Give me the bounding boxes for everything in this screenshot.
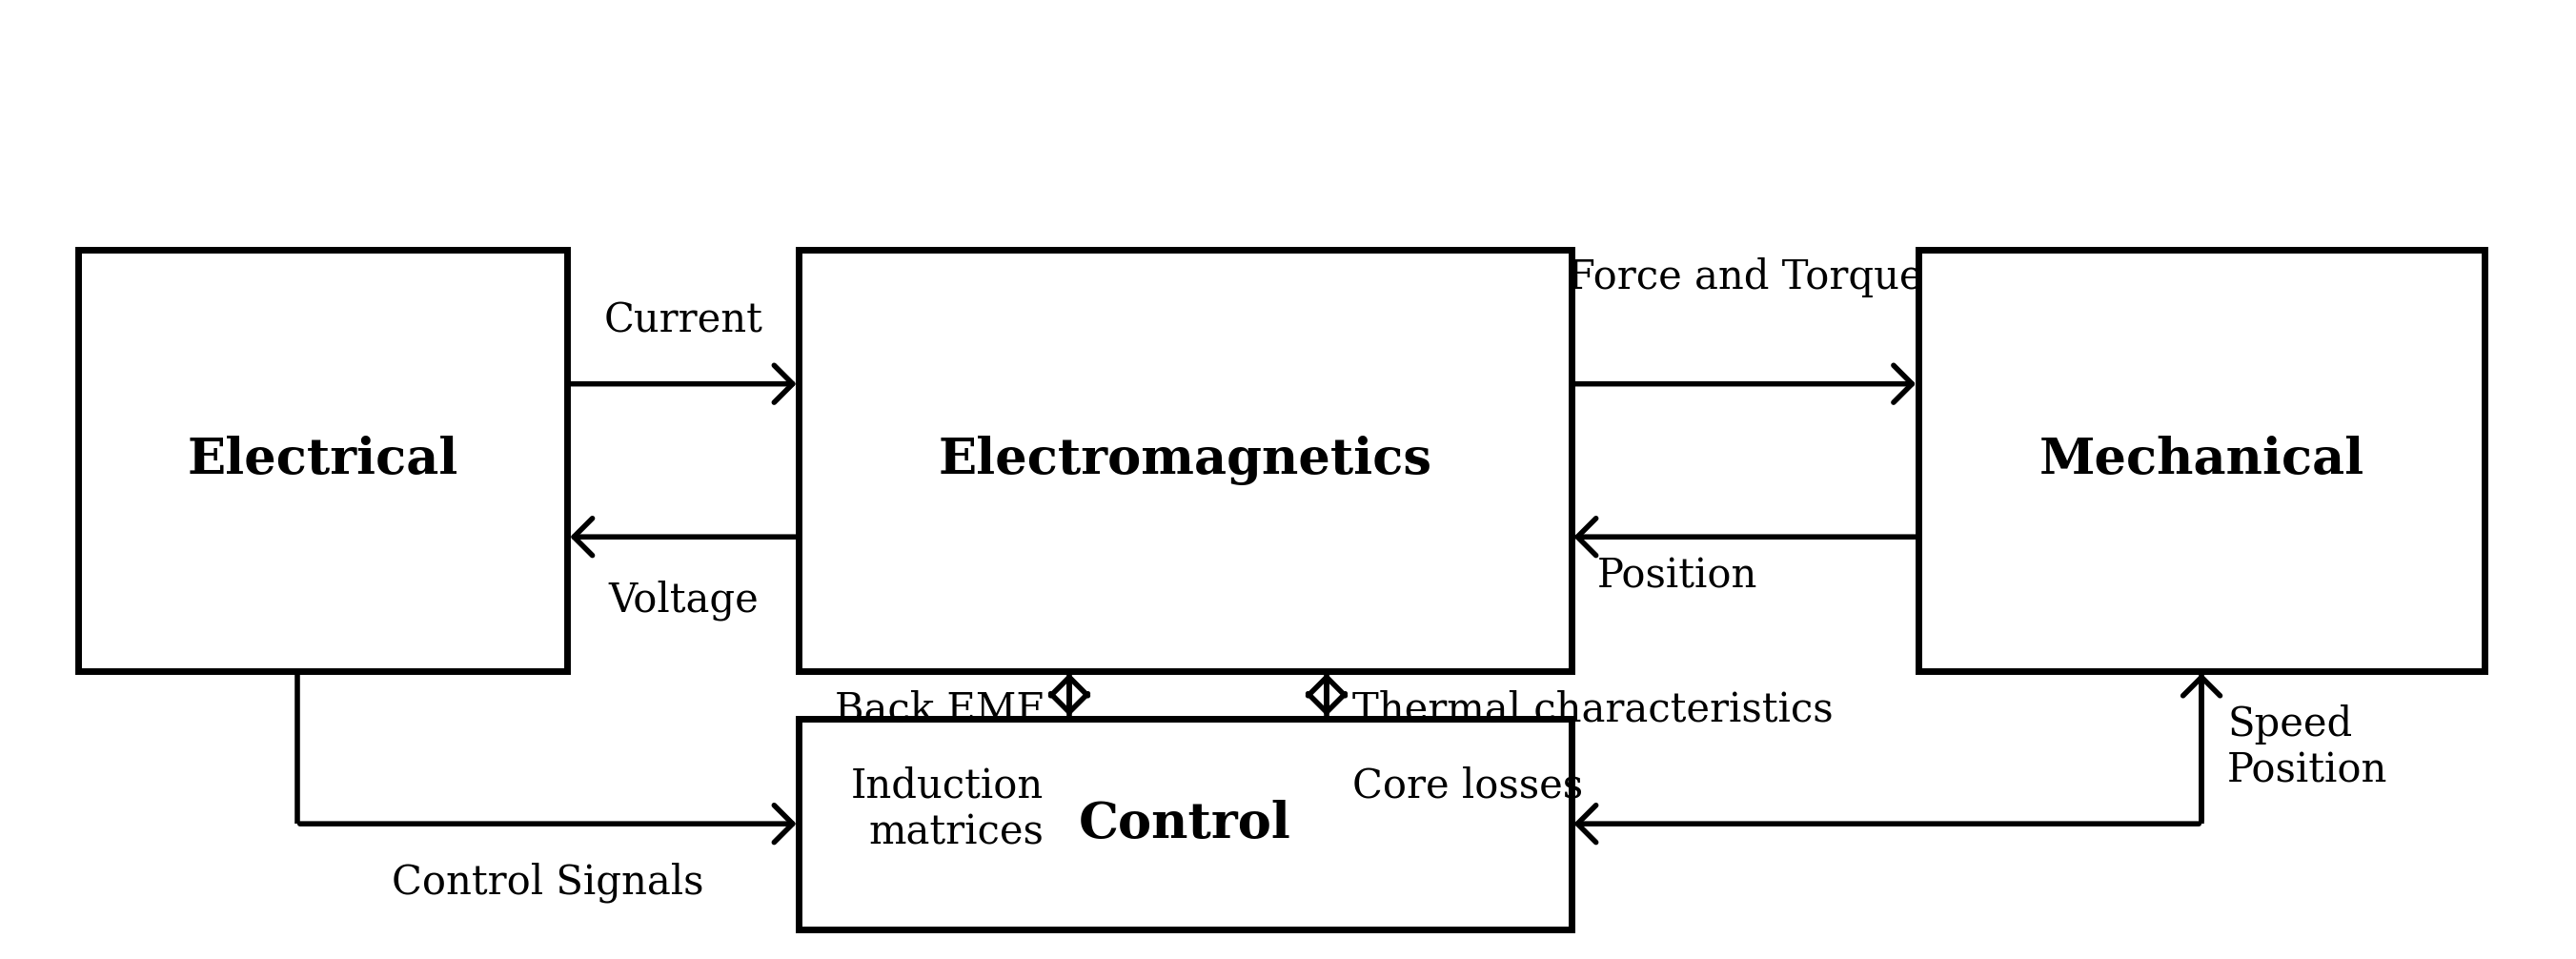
Text: Force and Torque: Force and Torque: [1566, 258, 1922, 298]
Text: Current: Current: [603, 301, 762, 340]
Bar: [77, 250, 567, 670]
Text: Control Signals: Control Signals: [392, 862, 703, 902]
Bar: [799, 718, 1571, 929]
Text: Electromagnetics: Electromagnetics: [938, 435, 1432, 485]
Text: Electrical: Electrical: [188, 436, 459, 484]
Bar: [799, 250, 1571, 670]
Text: Speed
Position: Speed Position: [2228, 704, 2388, 790]
Text: Voltage: Voltage: [608, 580, 757, 620]
Text: Induction
matrices: Induction matrices: [850, 766, 1043, 853]
Text: Control: Control: [1079, 800, 1291, 848]
Bar: [1919, 250, 2486, 670]
Text: Core losses: Core losses: [1352, 766, 1584, 807]
Text: Mechanical: Mechanical: [2040, 436, 2365, 484]
Text: Back EMF: Back EMF: [835, 690, 1043, 730]
Text: Position: Position: [1597, 556, 1757, 596]
Text: Thermal characteristics: Thermal characteristics: [1352, 690, 1834, 730]
